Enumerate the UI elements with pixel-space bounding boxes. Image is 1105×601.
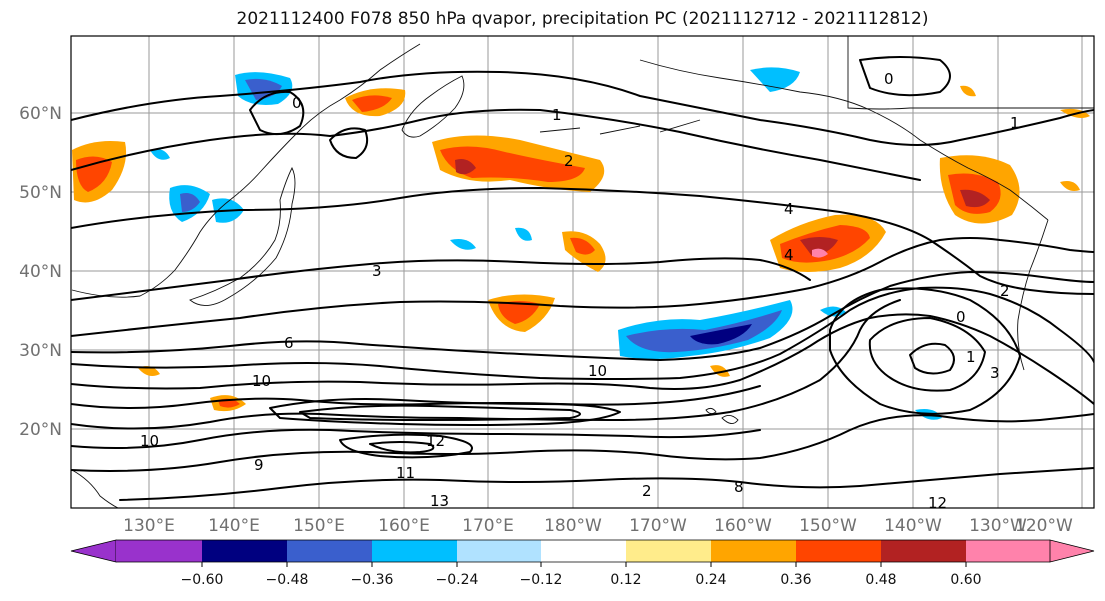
colorbar-segment (116, 540, 202, 562)
qvapor-contours (71, 56, 1094, 501)
map-background (71, 36, 1094, 508)
contour-labels: 0 0 1 1 2 3 4 4 6 9 10 10 12 13 2 8 0 1 … (140, 70, 1020, 512)
colorbar-segment (966, 540, 1050, 562)
contour-label: 3 (372, 262, 382, 280)
colorbar-tick-label: −0.24 (436, 572, 479, 588)
contour-label: 8 (734, 478, 744, 496)
shading-patch (440, 146, 585, 182)
colorbar-segment (541, 540, 626, 562)
shading-patch (180, 193, 200, 212)
contour-label: 0 (884, 70, 894, 88)
contour-label: 2 (642, 482, 652, 500)
contour-label: 0 (956, 308, 966, 326)
contour-label: 10 (140, 432, 159, 450)
graticule (71, 36, 1094, 508)
lon-label: 130°W (969, 516, 1027, 536)
contour-label: 1 (1010, 114, 1020, 132)
colorbar-extend-min (70, 539, 117, 563)
coastlines (71, 36, 1094, 508)
shading-patch (352, 95, 392, 112)
colorbar-tick-label: 0.24 (695, 572, 726, 588)
shading-patch (455, 159, 476, 175)
contour-label: 4 (784, 200, 794, 218)
lon-label: 140°E (208, 516, 260, 536)
shading-patch (450, 239, 476, 250)
colorbar-tick-label: 0.48 (865, 572, 896, 588)
shading-patch (800, 237, 838, 256)
shading-patch (498, 301, 540, 324)
colorbar-segment (457, 540, 541, 562)
contour-label: 12 (928, 494, 947, 512)
colorbar-tick-label: 0.36 (780, 572, 811, 588)
contour-label: 2 (1000, 282, 1010, 300)
colorbar-tick-label: 0.12 (610, 572, 641, 588)
colorbar-tick-label: −0.36 (351, 572, 394, 588)
lon-label: 140°W (884, 516, 942, 536)
lon-label: 170°E (462, 516, 514, 536)
colorbar-segment (881, 540, 966, 562)
shading-patch (960, 189, 990, 208)
shading-patch (750, 67, 800, 92)
colorbar-tick-label: −0.60 (181, 572, 224, 588)
lon-label: 150°E (293, 516, 345, 536)
contour-label: 0 (292, 94, 302, 112)
contour-label: 1 (966, 348, 976, 366)
contour-label: 3 (990, 364, 1000, 382)
colorbar-segment (372, 540, 457, 562)
lon-label: 150°W (799, 516, 857, 536)
contour-label: 9 (254, 456, 264, 474)
contour-label: 10 (588, 362, 607, 380)
lat-label: 30°N (19, 341, 62, 361)
colorbar-segment (796, 540, 881, 562)
lon-label: 160°W (714, 516, 772, 536)
shading-patch (710, 365, 730, 377)
shading-patch (150, 149, 170, 160)
contour-label: 2 (564, 152, 574, 170)
contour-label: 6 (284, 334, 294, 352)
contour-label: 12 (426, 432, 445, 450)
lon-label: 170°W (629, 516, 687, 536)
lat-label: 20°N (19, 420, 62, 440)
shading-patch (626, 310, 782, 353)
lat-label: 50°N (19, 183, 62, 203)
shading-patch (1060, 181, 1080, 191)
latitude-labels: 60°N 50°N 40°N 30°N 20°N (19, 104, 62, 440)
shading-patch (515, 227, 532, 241)
colorbar-segment (287, 540, 372, 562)
shading-patch (690, 324, 752, 345)
contour-label: 13 (430, 492, 449, 510)
lon-label: 180°W (544, 516, 602, 536)
map-frame (70, 35, 1095, 509)
precip-shading (72, 67, 1090, 420)
shading-patch (245, 78, 282, 100)
colorbar-segment (711, 540, 796, 562)
colorbar-segment (626, 540, 711, 562)
colorbar: −0.60 −0.48 −0.36 −0.24 −0.12 0.12 0.24 … (70, 539, 1095, 588)
longitude-labels: 130°E 140°E 150°E 160°E 170°E 180°W 170°… (123, 516, 1073, 536)
colorbar-tick-label: 0.60 (950, 572, 981, 588)
lon-label: 130°E (123, 516, 175, 536)
contour-label: 1 (552, 106, 562, 124)
colorbar-extend-max (1049, 539, 1095, 563)
figure-title: 2021112400 F078 850 hPa qvapor, precipit… (236, 9, 929, 29)
shading-patch (812, 248, 828, 258)
lat-label: 40°N (19, 262, 62, 282)
contour-label: 4 (784, 246, 794, 264)
lon-label: 120°W (1015, 516, 1073, 536)
colorbar-segment (202, 540, 287, 562)
colorbar-tick-label: −0.12 (520, 572, 563, 588)
lon-label: 160°E (378, 516, 430, 536)
colorbar-tick-label: −0.48 (266, 572, 309, 588)
shading-patch (570, 237, 595, 255)
contour-label: 10 (252, 372, 271, 390)
shading-patch (960, 85, 976, 97)
lat-label: 60°N (19, 104, 62, 124)
contour-label: 11 (396, 464, 415, 482)
